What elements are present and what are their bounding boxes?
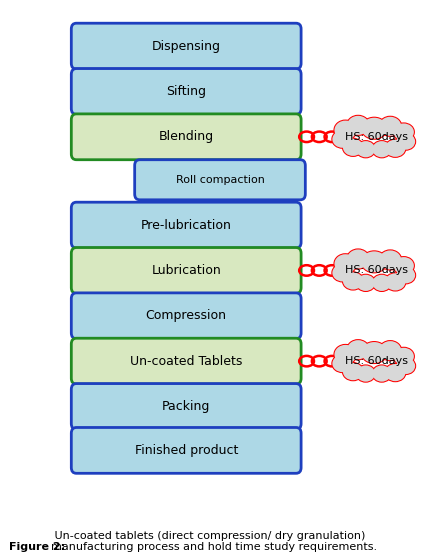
Ellipse shape: [347, 116, 369, 135]
FancyBboxPatch shape: [71, 69, 301, 114]
Ellipse shape: [385, 273, 405, 290]
FancyBboxPatch shape: [71, 202, 301, 248]
FancyBboxPatch shape: [71, 384, 301, 430]
FancyBboxPatch shape: [71, 248, 301, 294]
Ellipse shape: [396, 267, 415, 284]
Ellipse shape: [332, 264, 352, 281]
Text: Un-coated tablets (direct compression/ dry granulation)
manufacturing process an: Un-coated tablets (direct compression/ d…: [51, 531, 377, 552]
Ellipse shape: [343, 273, 363, 290]
Text: Un-coated Tablets: Un-coated Tablets: [130, 355, 242, 367]
FancyBboxPatch shape: [71, 293, 301, 339]
Ellipse shape: [362, 342, 387, 363]
Ellipse shape: [394, 257, 414, 274]
Text: Lubrication: Lubrication: [151, 264, 221, 277]
Ellipse shape: [362, 251, 387, 273]
Ellipse shape: [343, 139, 363, 156]
FancyBboxPatch shape: [71, 114, 301, 160]
Ellipse shape: [362, 118, 387, 139]
Text: Packing: Packing: [162, 400, 210, 413]
Ellipse shape: [343, 363, 363, 380]
Ellipse shape: [394, 348, 414, 365]
Ellipse shape: [347, 340, 369, 359]
Ellipse shape: [347, 249, 369, 269]
Ellipse shape: [379, 341, 401, 360]
Ellipse shape: [373, 141, 391, 157]
Text: HS: 60days: HS: 60days: [345, 356, 408, 366]
Text: HS: 60days: HS: 60days: [345, 265, 408, 275]
Ellipse shape: [379, 250, 401, 270]
Ellipse shape: [385, 140, 405, 157]
Text: Dispensing: Dispensing: [152, 39, 221, 53]
Text: Blending: Blending: [159, 130, 214, 143]
Ellipse shape: [356, 365, 375, 382]
FancyBboxPatch shape: [71, 427, 301, 473]
Text: Finished product: Finished product: [135, 444, 238, 457]
Ellipse shape: [385, 364, 405, 381]
Ellipse shape: [373, 275, 391, 291]
Text: HS: 60days: HS: 60days: [345, 132, 408, 142]
Ellipse shape: [334, 120, 356, 140]
Ellipse shape: [356, 141, 375, 157]
Ellipse shape: [332, 130, 352, 148]
Ellipse shape: [394, 123, 414, 140]
Text: Compression: Compression: [146, 309, 227, 322]
Ellipse shape: [396, 133, 415, 150]
Ellipse shape: [334, 345, 356, 364]
FancyBboxPatch shape: [71, 338, 301, 384]
FancyBboxPatch shape: [135, 160, 305, 200]
Text: Roll compaction: Roll compaction: [176, 175, 264, 185]
Ellipse shape: [396, 358, 415, 374]
Ellipse shape: [332, 355, 352, 372]
Ellipse shape: [334, 254, 356, 273]
Text: Pre-lubrication: Pre-lubrication: [141, 219, 231, 231]
Ellipse shape: [356, 275, 375, 291]
Text: Sifting: Sifting: [166, 85, 206, 98]
Ellipse shape: [373, 365, 391, 382]
FancyBboxPatch shape: [71, 23, 301, 69]
Text: Figure 2:: Figure 2:: [9, 542, 65, 552]
Ellipse shape: [379, 117, 401, 136]
